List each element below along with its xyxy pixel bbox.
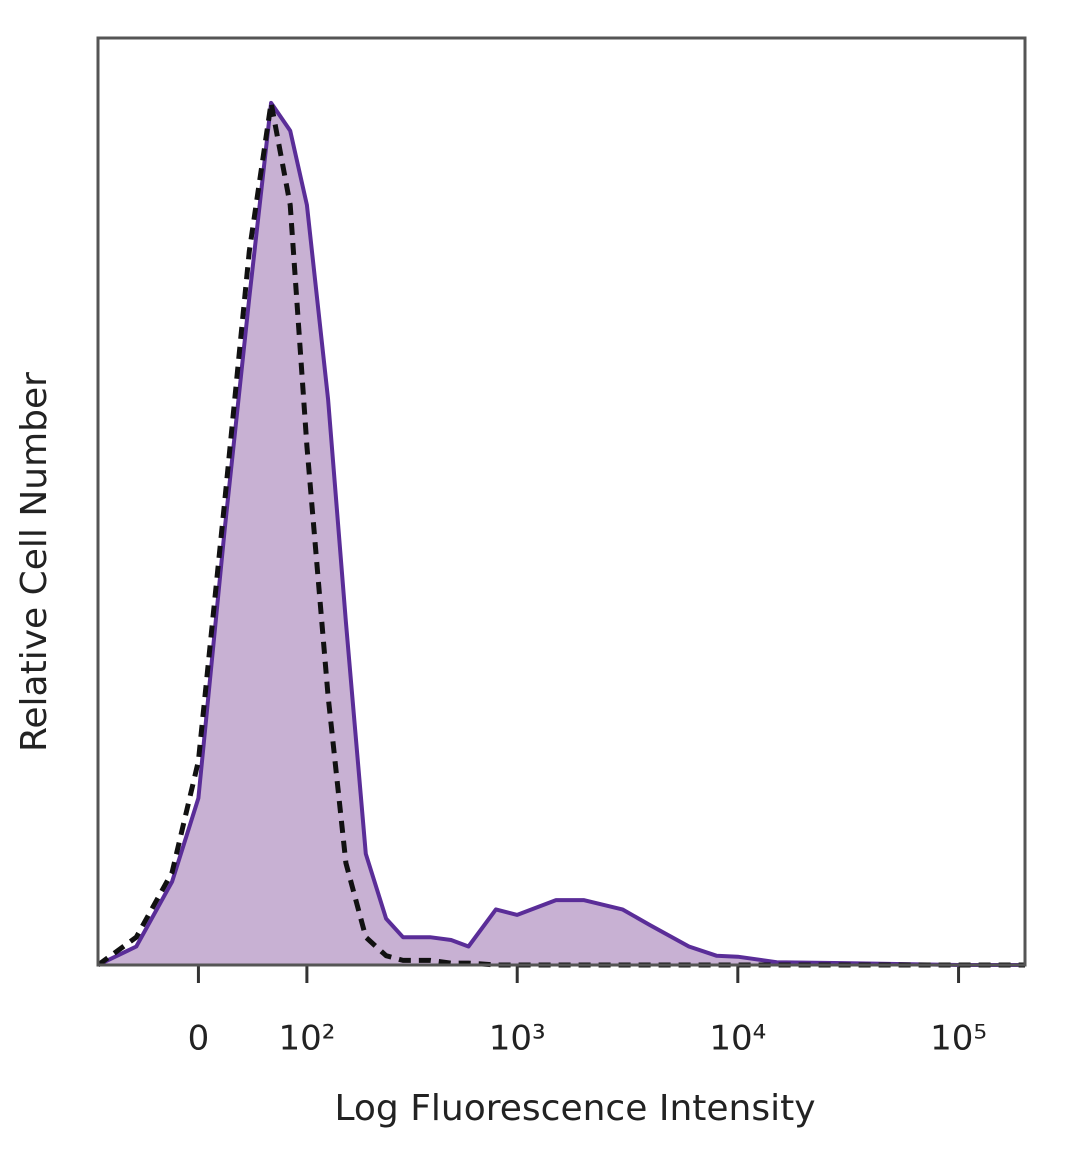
- area: [98, 102, 1025, 965]
- x-tick-label: 0: [188, 1019, 210, 1059]
- plot-frame: [96, 36, 1027, 967]
- x-tick-label: 10⁴: [709, 1019, 766, 1059]
- x-tick-label: 10⁵: [930, 1019, 987, 1059]
- x-tick-label: 10²: [278, 1019, 335, 1059]
- y-axis-label: Relative Cell Number: [14, 372, 55, 752]
- x-tick-label: 10³: [489, 1019, 546, 1059]
- histogram-line: [97, 100, 1025, 967]
- x-axis-label: Log Fluorescence Intensity: [334, 1088, 815, 1129]
